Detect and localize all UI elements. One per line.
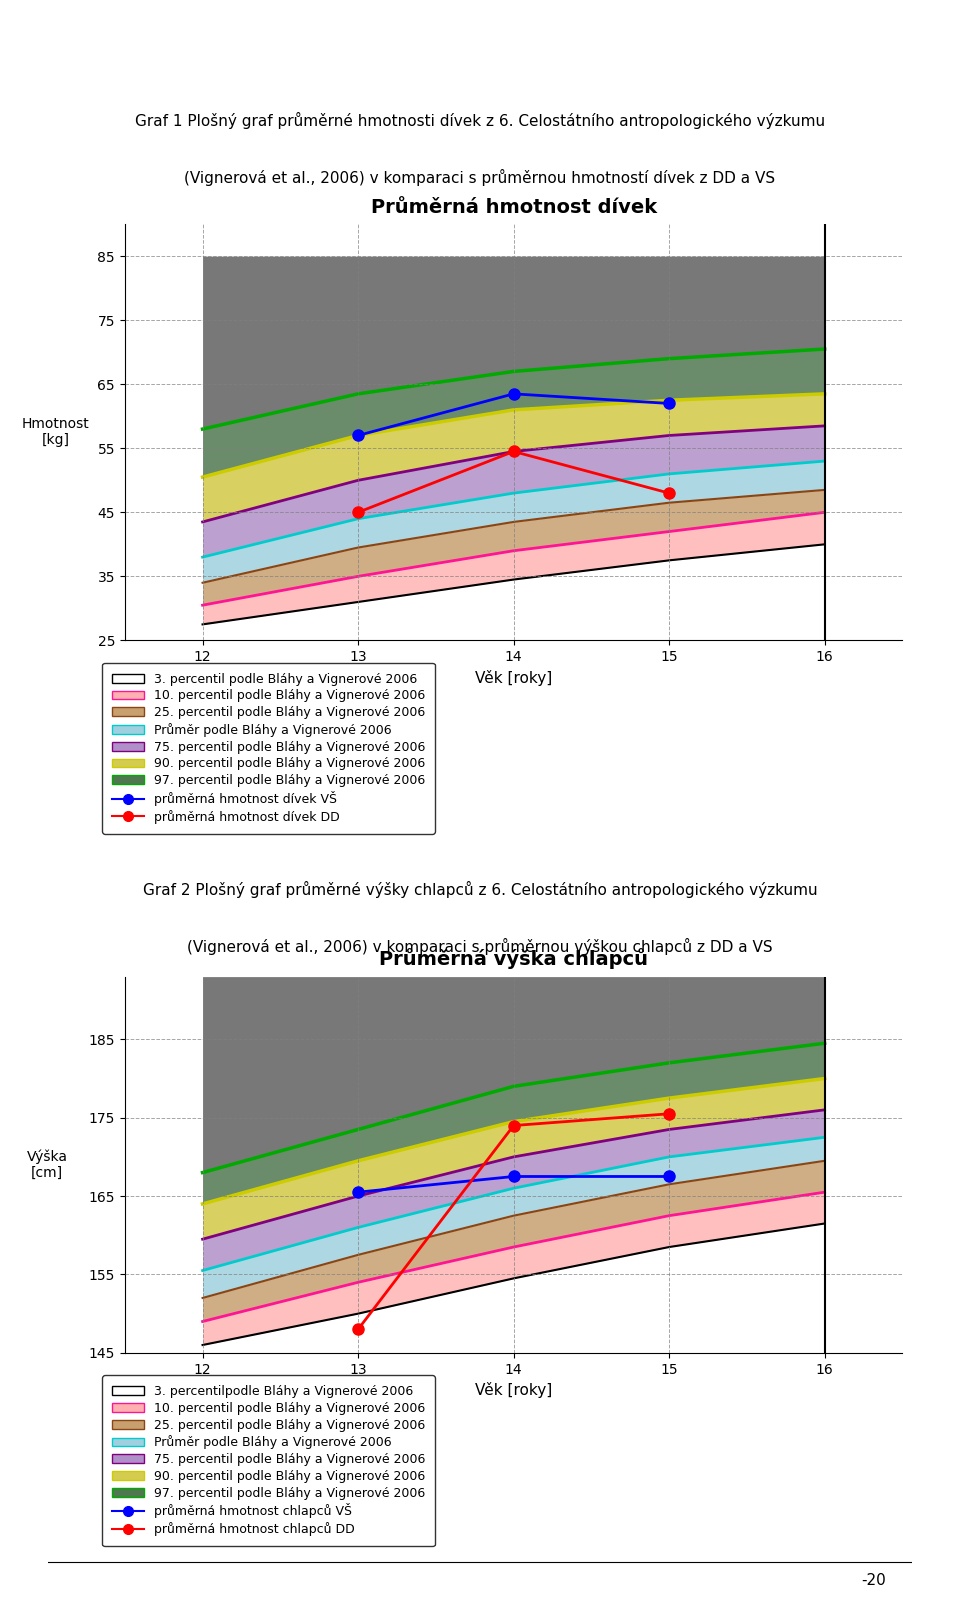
Title: Průměrná výška chlapců: Průměrná výška chlapců	[379, 948, 648, 970]
Text: Graf 1 Plošný graf průměrné hmotnosti dívek z 6. Celostátního antropologického v: Graf 1 Plošný graf průměrné hmotnosti dí…	[135, 112, 825, 130]
Y-axis label: Výška
[cm]: Výška [cm]	[27, 1150, 67, 1180]
X-axis label: Věk [roky]: Věk [roky]	[475, 1382, 552, 1398]
Title: Průměrná hmotnost dívek: Průměrná hmotnost dívek	[371, 199, 657, 218]
Text: Graf 2 Plošný graf průměrné výšky chlapců z 6. Celostátního antropologického výz: Graf 2 Plošný graf průměrné výšky chlapc…	[143, 881, 817, 898]
Text: (Vignerová et al., 2006) v komparaci s průměrnou hmotností dívek z DD a VS: (Vignerová et al., 2006) v komparaci s p…	[184, 170, 776, 186]
Legend: 3. percentil podle Bláhy a Vignerové 2006, 10. percentil podle Bláhy a Vignerové: 3. percentil podle Bláhy a Vignerové 200…	[103, 663, 435, 834]
X-axis label: Věk [roky]: Věk [roky]	[475, 669, 552, 685]
Legend: 3. percentilpodle Bláhy a Vignerové 2006, 10. percentil podle Bláhy a Vignerové : 3. percentilpodle Bláhy a Vignerové 2006…	[103, 1375, 435, 1547]
Y-axis label: Hmotnost
[kg]: Hmotnost [kg]	[22, 418, 89, 447]
Text: -20: -20	[861, 1574, 886, 1588]
Text: (Vignerová et al., 2006) v komparaci s průměrnou výškou chlapců z DD a VS: (Vignerová et al., 2006) v komparaci s p…	[187, 938, 773, 954]
